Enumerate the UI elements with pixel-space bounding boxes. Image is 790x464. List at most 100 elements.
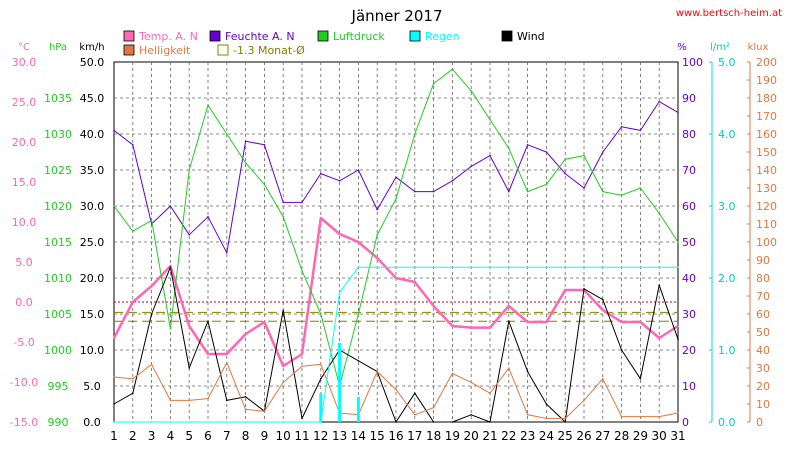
tick-label-rain: 0.0: [718, 416, 736, 429]
x-tick-label: 12: [313, 429, 328, 443]
axis-unit-light: klux: [748, 42, 769, 53]
data-point: [677, 338, 679, 341]
tick-label-humidity: 70: [682, 164, 696, 177]
data-point: [432, 190, 435, 193]
data-point: [113, 403, 115, 405]
data-point: [658, 284, 660, 287]
x-tick-label: 21: [482, 429, 497, 443]
data-point: [470, 266, 473, 269]
data-point: [263, 410, 266, 413]
series-helligkeit: [113, 361, 679, 420]
data-point: [545, 151, 548, 153]
data-point: [602, 266, 604, 269]
tick-label-wind: 35.0: [80, 164, 105, 177]
data-point: [545, 183, 548, 186]
data-point: [188, 325, 190, 327]
tick-label-temp: 10.0: [12, 216, 37, 229]
tick-label-rain: 1.0: [718, 344, 736, 357]
tick-label-light: 180: [756, 92, 777, 105]
data-point: [244, 396, 247, 398]
data-point: [508, 367, 510, 369]
x-tick-label: 25: [558, 429, 573, 443]
data-point: [583, 154, 585, 157]
data-point: [489, 266, 491, 269]
legend-item: Temp. A. N: [123, 30, 198, 43]
data-point: [564, 417, 566, 420]
data-point: [451, 421, 454, 423]
x-tick-label: 17: [407, 429, 422, 443]
data-point: [545, 403, 548, 405]
x-tick-label: 28: [614, 429, 629, 443]
data-point: [395, 176, 397, 178]
data-point: [132, 230, 134, 232]
x-tick-label: 20: [464, 429, 479, 443]
tick-label-light: 190: [756, 74, 777, 87]
data-point: [395, 198, 397, 200]
x-tick-label: 26: [576, 429, 591, 443]
tick-label-rain: 3.0: [718, 200, 736, 213]
x-tick-label: 11: [294, 429, 309, 443]
data-point: [282, 381, 285, 384]
data-point: [414, 266, 416, 269]
legend-swatch: [123, 30, 135, 42]
data-point: [395, 388, 397, 391]
data-point: [526, 266, 529, 269]
data-point: [395, 421, 397, 423]
data-point: [207, 421, 209, 423]
data-point: [338, 291, 341, 294]
data-point: [658, 337, 660, 339]
data-point: [620, 415, 623, 418]
data-point: [301, 421, 303, 423]
data-point: [583, 288, 585, 290]
data-point: [489, 118, 491, 121]
data-point: [244, 140, 247, 142]
data-point: [282, 365, 285, 367]
tick-label-wind: 10.0: [80, 344, 105, 357]
data-point: [169, 327, 172, 330]
data-point: [188, 234, 190, 236]
legend-label: Luftdruck: [333, 30, 385, 43]
x-tick-label: 2: [129, 429, 137, 443]
data-point: [451, 266, 454, 269]
legend-swatch: [409, 30, 421, 42]
data-point: [150, 285, 153, 287]
data-point: [564, 158, 566, 160]
data-point: [489, 154, 491, 157]
tick-label-humidity: 10: [682, 380, 696, 393]
data-point: [113, 205, 115, 207]
tick-label-pressure: 1010: [44, 272, 72, 285]
data-point: [263, 421, 266, 423]
tick-label-pressure: 1025: [44, 164, 72, 177]
data-point: [639, 321, 642, 323]
data-point: [207, 353, 209, 355]
data-point: [639, 129, 642, 132]
data-point: [639, 378, 642, 380]
source-url-link[interactable]: www.bertsch-heim.at: [676, 8, 782, 19]
data-point: [564, 289, 566, 291]
tick-label-temp: 25.0: [12, 96, 37, 109]
tick-label-light: 80: [756, 272, 770, 285]
x-tick-label: 13: [332, 429, 347, 443]
data-point: [639, 187, 642, 189]
data-point: [226, 133, 228, 135]
data-point: [658, 415, 660, 418]
legend-swatch: [123, 44, 135, 56]
legend-item: Luftdruck: [317, 30, 385, 43]
x-tick-label: 16: [388, 429, 403, 443]
tick-label-pressure: 995: [48, 380, 69, 393]
data-point: [226, 353, 228, 355]
data-point: [132, 378, 134, 380]
tick-label-temp: 0.0: [15, 296, 33, 309]
data-point: [677, 266, 679, 269]
data-point: [376, 370, 379, 373]
tick-label-temp: 15.0: [12, 176, 37, 189]
tick-label-light: 200: [756, 56, 777, 69]
data-point: [320, 313, 322, 315]
tick-label-wind: 45.0: [80, 92, 105, 105]
data-point: [226, 252, 228, 254]
data-point: [301, 417, 303, 420]
data-point: [169, 399, 172, 402]
x-tick-label: 9: [261, 429, 269, 443]
data-point: [169, 266, 172, 269]
